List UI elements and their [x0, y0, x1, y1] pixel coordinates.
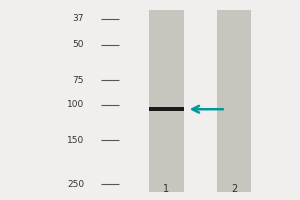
FancyBboxPatch shape [149, 10, 184, 192]
Text: 100: 100 [67, 100, 84, 109]
Text: 37: 37 [73, 14, 84, 23]
Text: 50: 50 [73, 40, 84, 49]
Text: 250: 250 [67, 180, 84, 189]
Text: 1: 1 [164, 184, 169, 194]
Text: 150: 150 [67, 136, 84, 145]
Text: 2: 2 [231, 184, 237, 194]
FancyBboxPatch shape [149, 107, 184, 111]
FancyBboxPatch shape [217, 10, 251, 192]
Text: 75: 75 [73, 76, 84, 85]
